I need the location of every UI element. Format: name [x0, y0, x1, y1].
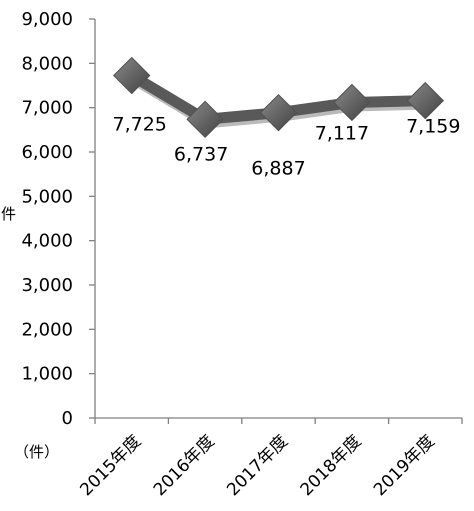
series: [112, 56, 445, 139]
y-tick-label: 7,000: [21, 98, 73, 119]
data-point-marker: [186, 100, 224, 139]
axes: [94, 19, 463, 424]
data-label: 6,887: [251, 158, 305, 180]
data-point-marker: [112, 56, 151, 95]
y-tick-label: 1,000: [21, 364, 73, 385]
data-point-marker: [333, 83, 371, 122]
y-tick-label: 8,000: [21, 53, 73, 74]
y-axis-unit-label: （件）: [14, 443, 59, 461]
x-category-label: 2016年度: [150, 431, 219, 500]
x-category-label: 2019年度: [370, 431, 439, 500]
y-tick-label: 9,000: [21, 9, 73, 30]
data-labels: 7,725 6,737 6,887 7,117 7,159: [112, 114, 460, 180]
data-point-marker: [259, 93, 298, 132]
y-axis-title: 件: [1, 205, 16, 223]
y-tick-label: 3,000: [21, 275, 73, 296]
y-tick-label: 6,000: [21, 142, 73, 163]
y-tick-label: 4,000: [21, 231, 73, 252]
x-category-label: 2018年度: [297, 431, 366, 500]
y-tick-label: 2,000: [21, 319, 73, 340]
x-categories: 2015年度 2016年度 2017年度 2018年度 2019年度: [76, 431, 438, 500]
data-label: 6,737: [174, 143, 228, 165]
data-label: 7,117: [315, 122, 369, 144]
x-category-label: 2017年度: [223, 431, 292, 500]
data-label: 7,725: [112, 114, 166, 136]
data-label: 7,159: [406, 116, 460, 138]
data-point-marker: [406, 81, 445, 120]
y-tick-label: 0: [62, 408, 73, 429]
y-tick-label: 5,000: [21, 186, 73, 207]
y-ticks: 0 1,000 2,000 3,000 4,000 5,000 6,000 7,000 8,00…: [21, 9, 95, 429]
x-category-label: 2015年度: [76, 431, 145, 500]
